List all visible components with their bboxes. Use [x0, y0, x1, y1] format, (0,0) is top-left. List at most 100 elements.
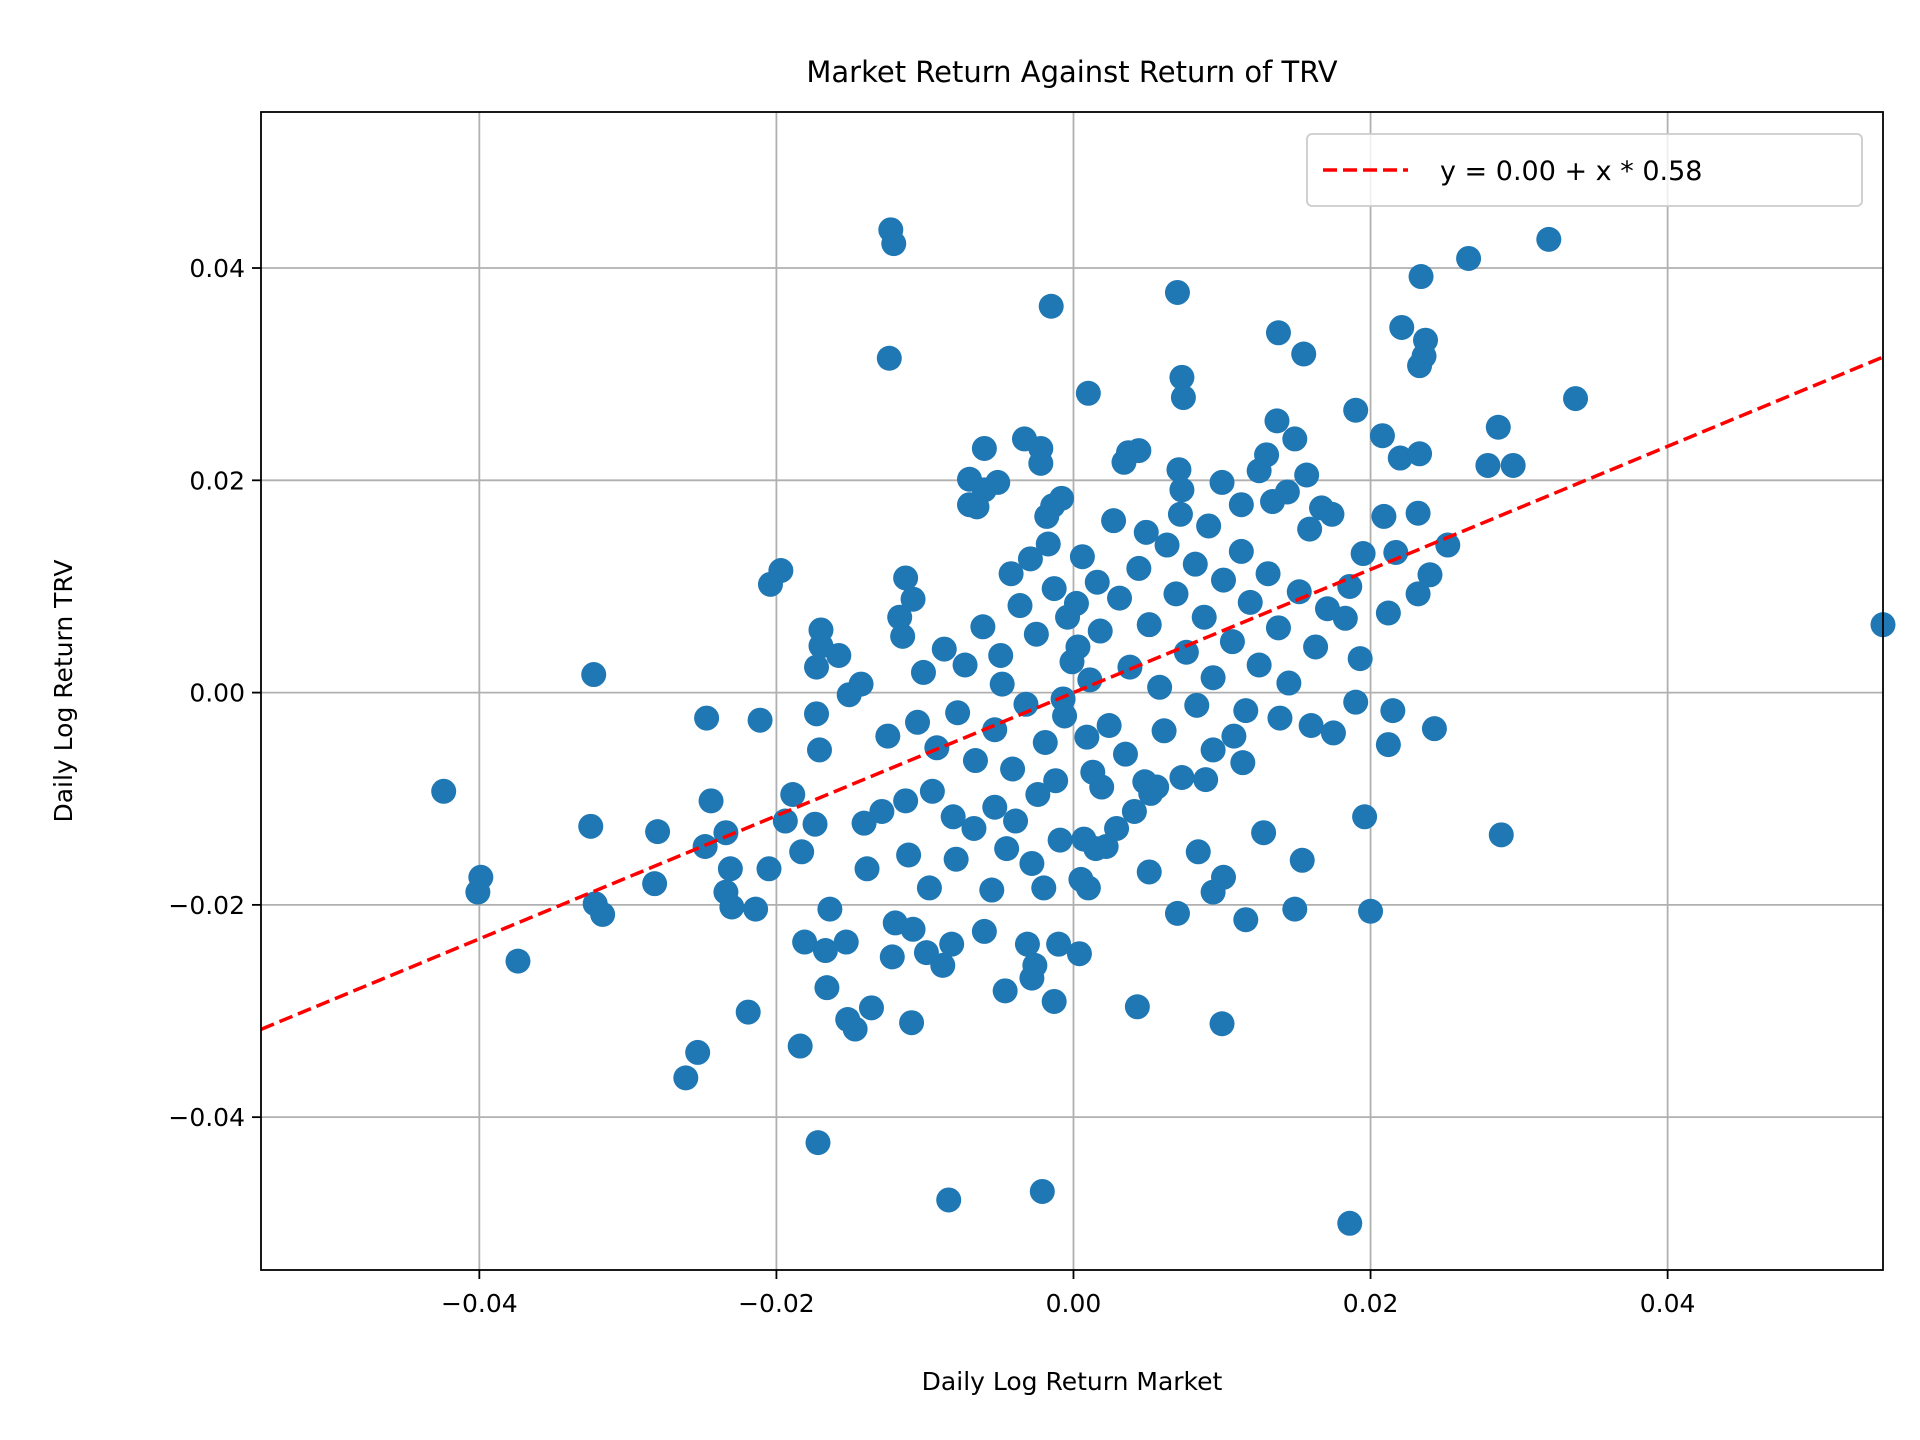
- data-point: [1500, 452, 1526, 478]
- data-point: [1007, 593, 1033, 619]
- data-point: [979, 877, 1005, 903]
- data-point: [826, 642, 852, 668]
- data-point: [1320, 720, 1346, 746]
- data-point: [1435, 532, 1461, 558]
- data-point: [881, 231, 907, 257]
- data-point: [1282, 896, 1308, 922]
- data-point: [1000, 756, 1026, 782]
- data-point: [1066, 941, 1092, 967]
- data-point: [1170, 385, 1196, 411]
- data-point: [1282, 426, 1308, 452]
- data-point: [1166, 457, 1192, 483]
- x-axis-label: Daily Log Return Market: [922, 1367, 1223, 1396]
- data-point: [992, 978, 1018, 1004]
- data-point: [1017, 546, 1043, 572]
- data-point: [1136, 859, 1162, 885]
- data-point: [812, 938, 838, 964]
- data-point: [1289, 847, 1315, 873]
- data-point: [893, 788, 919, 814]
- data-point: [1047, 827, 1073, 853]
- data-point: [994, 836, 1020, 862]
- data-point: [1191, 604, 1217, 630]
- data-point: [1080, 759, 1106, 785]
- data-point: [1265, 615, 1291, 641]
- data-point: [1003, 808, 1029, 834]
- data-point: [1193, 767, 1219, 793]
- data-point: [804, 654, 830, 680]
- data-point: [913, 940, 939, 966]
- data-point: [1237, 589, 1263, 615]
- data-point: [971, 435, 997, 461]
- data-point: [1337, 573, 1363, 599]
- data-point: [645, 819, 671, 845]
- data-point: [817, 896, 843, 922]
- data-point: [1276, 670, 1302, 696]
- data-point: [851, 810, 877, 836]
- chart-title: Market Return Against Return of TRV: [806, 55, 1337, 89]
- data-point: [694, 705, 720, 731]
- data-point: [1124, 994, 1150, 1020]
- data-point: [1169, 765, 1195, 791]
- x-tick-label: 0.02: [1343, 1289, 1399, 1318]
- data-point: [743, 896, 769, 922]
- data-point: [1228, 492, 1254, 518]
- data-point: [961, 815, 987, 841]
- data-point: [1069, 544, 1095, 570]
- data-point: [642, 871, 668, 897]
- data-point: [1251, 820, 1277, 846]
- data-point: [1209, 469, 1235, 495]
- y-axis-ticks: −0.04 −0.02 0.00 0.02 0.04: [168, 254, 261, 1132]
- data-point: [982, 794, 1008, 820]
- data-point: [957, 466, 983, 492]
- data-point: [1077, 667, 1103, 693]
- x-tick-label: −0.04: [441, 1289, 518, 1318]
- data-point: [905, 709, 931, 735]
- data-point: [1233, 698, 1259, 724]
- data-point: [1200, 665, 1226, 691]
- x-axis-ticks: −0.04 −0.02 0.00 0.02 0.04: [441, 1270, 1695, 1318]
- legend-box: [1306, 133, 1863, 207]
- data-point: [814, 975, 840, 1001]
- data-point: [1169, 364, 1195, 390]
- data-point: [768, 558, 794, 584]
- data-point: [1154, 532, 1180, 558]
- data-point: [1185, 839, 1211, 865]
- plot-frame: [260, 111, 1884, 1271]
- data-point: [673, 1065, 699, 1091]
- data-point: [1265, 320, 1291, 346]
- data-point: [887, 604, 913, 630]
- data-point: [1407, 353, 1433, 379]
- data-point: [919, 778, 945, 804]
- data-point: [747, 707, 773, 733]
- data-point: [698, 788, 724, 814]
- data-point: [713, 820, 739, 846]
- data-point: [590, 901, 616, 927]
- data-point: [792, 929, 818, 955]
- data-point: [1075, 380, 1101, 406]
- data-point: [1347, 646, 1373, 672]
- data-point: [1230, 750, 1256, 776]
- data-point: [848, 671, 874, 697]
- data-point: [1196, 513, 1222, 539]
- data-point: [1014, 931, 1040, 957]
- data-point: [1041, 988, 1067, 1014]
- data-point: [1031, 875, 1057, 901]
- data-point: [1035, 531, 1061, 557]
- data-point: [1032, 729, 1058, 755]
- y-tick-label: −0.02: [168, 891, 245, 920]
- data-point: [1050, 686, 1076, 712]
- data-point: [1087, 618, 1113, 644]
- legend: y = 0.00 + x * 0.58: [1306, 133, 1863, 207]
- data-point: [1211, 567, 1237, 593]
- data-point: [1093, 833, 1119, 859]
- data-point: [970, 614, 996, 640]
- data-point: [1101, 508, 1127, 534]
- data-point: [1019, 850, 1045, 876]
- data-point: [1126, 555, 1152, 581]
- data-point: [1169, 477, 1195, 503]
- data-point: [945, 700, 971, 726]
- legend-entry: y = 0.00 + x * 0.58: [1440, 156, 1702, 187]
- data-point: [939, 931, 965, 957]
- data-point: [842, 1016, 868, 1042]
